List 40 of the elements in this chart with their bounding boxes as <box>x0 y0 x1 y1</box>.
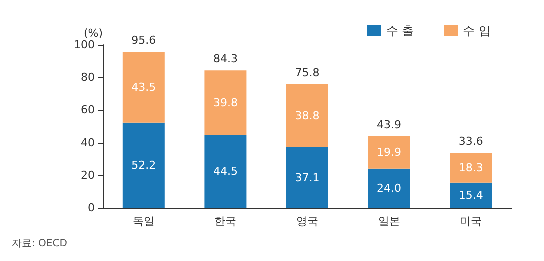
total-label: 75.8 <box>295 66 320 80</box>
y-tick-label: 60 <box>81 104 95 117</box>
total-label: 95.6 <box>132 34 156 48</box>
y-tick-label: 20 <box>81 168 95 182</box>
bar <box>368 136 410 169</box>
bar <box>450 153 492 183</box>
x-tick-label: 미국 <box>460 215 482 228</box>
x-tick-label: 일본 <box>378 215 400 228</box>
x-tick-label: 영국 <box>296 215 318 228</box>
bar <box>122 122 165 208</box>
y-tick-label: 80 <box>81 71 95 84</box>
text: 자료: OECD <box>12 238 68 250</box>
bar <box>122 52 165 123</box>
data-label: 52.2 <box>132 158 156 172</box>
data-label: 18.3 <box>458 161 484 174</box>
bar <box>450 182 492 208</box>
total-label: 33.6 <box>458 135 484 148</box>
bar <box>368 168 410 208</box>
legend-label: 수 출 <box>386 24 414 38</box>
y-tick-label: 100 <box>74 38 95 52</box>
x-tick-label: 독일 <box>132 215 155 228</box>
data-label: 39.8 <box>213 96 238 110</box>
data-label: 44.5 <box>213 165 238 178</box>
data-label: 15.4 <box>458 188 484 202</box>
y-tick-label: 40 <box>81 136 95 150</box>
legend-label: 수 입 <box>463 24 492 38</box>
bar <box>204 135 247 208</box>
x-tick-label: 한국 <box>214 215 237 228</box>
bar <box>286 84 328 148</box>
data-label: 19.9 <box>377 146 402 160</box>
data-label: 43.5 <box>132 80 156 94</box>
total-label: 43.9 <box>377 118 402 132</box>
bar <box>204 70 247 136</box>
y-axis-title: (%) <box>84 27 103 40</box>
data-label: 37.1 <box>295 171 320 184</box>
data-label: 24.0 <box>377 182 402 195</box>
y-tick-label: 0 <box>88 202 95 214</box>
data-label: 38.8 <box>295 109 320 122</box>
total-label: 84.3 <box>213 52 238 66</box>
bar <box>286 148 328 208</box>
